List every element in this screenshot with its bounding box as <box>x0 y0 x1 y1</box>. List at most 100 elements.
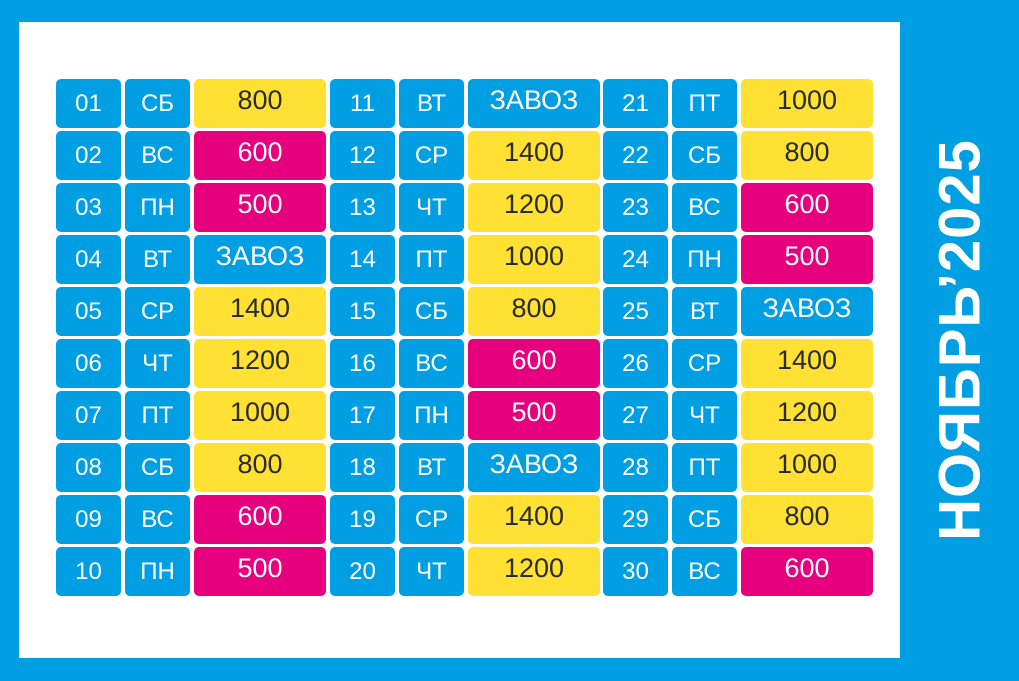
day-number: 17 <box>330 391 395 440</box>
day-value: 1000 <box>194 391 326 440</box>
day-value: 800 <box>194 443 326 492</box>
calendar-row: 19 СР 1400 <box>330 495 600 544</box>
calendar-row: 06 ЧТ 1200 <box>56 339 326 388</box>
month-title: НОЯБРЬ’2025 <box>927 139 992 541</box>
day-number: 08 <box>56 443 121 492</box>
day-number: 23 <box>603 183 668 232</box>
calendar-row: 08 СБ 800 <box>56 443 326 492</box>
calendar-row: 05 СР 1400 <box>56 287 326 336</box>
weekday: ПН <box>399 391 464 440</box>
calendar-row: 09 ВС 600 <box>56 495 326 544</box>
weekday: СР <box>125 287 190 336</box>
day-value: 800 <box>468 287 600 336</box>
calendar-row: 18 ВТ ЗАВОЗ <box>330 443 600 492</box>
day-number: 13 <box>330 183 395 232</box>
calendar-row: 02 ВС 600 <box>56 131 326 180</box>
calendar-panel: 01 СБ 800 02 ВС 600 03 ПН 500 04 ВТ ЗАВОЗ 05 СР 1400 06… <box>19 22 900 658</box>
calendar-column-3: 21 ПТ 1000 22 СБ 800 23 ВС 600 24 ПН 500 25 ВТ ЗАВОЗ 26… <box>603 79 873 597</box>
calendar-row: 30 ВС 600 <box>603 547 873 596</box>
weekday: ВС <box>672 183 737 232</box>
weekday: ПН <box>125 547 190 596</box>
calendar-row: 11 ВТ ЗАВОЗ <box>330 79 600 128</box>
calendar-row: 22 СБ 800 <box>603 131 873 180</box>
day-value: 500 <box>194 547 326 596</box>
day-value: 800 <box>741 131 873 180</box>
calendar-column-2: 11 ВТ ЗАВОЗ 12 СР 1400 13 ЧТ 1200 14 ПТ 1000 15 СБ 800… <box>330 79 600 597</box>
weekday: ЧТ <box>672 391 737 440</box>
day-number: 25 <box>603 287 668 336</box>
weekday: СБ <box>672 131 737 180</box>
calendar-row: 16 ВС 600 <box>330 339 600 388</box>
day-value: 800 <box>741 495 873 544</box>
day-number: 06 <box>56 339 121 388</box>
calendar-column-1: 01 СБ 800 02 ВС 600 03 ПН 500 04 ВТ ЗАВОЗ 05 СР 1400 06… <box>56 79 326 597</box>
day-value: 500 <box>194 183 326 232</box>
day-value: ЗАВОЗ <box>741 287 873 336</box>
calendar-row: 17 ПН 500 <box>330 391 600 440</box>
day-number: 07 <box>56 391 121 440</box>
weekday: СБ <box>125 79 190 128</box>
day-number: 04 <box>56 235 121 284</box>
day-value: 600 <box>194 495 326 544</box>
weekday: ПТ <box>399 235 464 284</box>
weekday: ПТ <box>125 391 190 440</box>
day-number: 05 <box>56 287 121 336</box>
day-value: 500 <box>468 391 600 440</box>
day-number: 02 <box>56 131 121 180</box>
day-number: 22 <box>603 131 668 180</box>
weekday: СБ <box>125 443 190 492</box>
calendar-row: 25 ВТ ЗАВОЗ <box>603 287 873 336</box>
day-value: 600 <box>741 183 873 232</box>
calendar-row: 13 ЧТ 1200 <box>330 183 600 232</box>
day-number: 01 <box>56 79 121 128</box>
day-number: 18 <box>330 443 395 492</box>
day-value: 1000 <box>468 235 600 284</box>
title-strip: НОЯБРЬ’2025 <box>900 0 1019 681</box>
day-value: 1200 <box>468 183 600 232</box>
day-value: 1000 <box>741 443 873 492</box>
day-value: 1200 <box>194 339 326 388</box>
weekday: ВТ <box>125 235 190 284</box>
calendar-row: 29 СБ 800 <box>603 495 873 544</box>
weekday: ПН <box>125 183 190 232</box>
weekday: ЧТ <box>125 339 190 388</box>
day-number: 10 <box>56 547 121 596</box>
weekday: ВТ <box>399 79 464 128</box>
day-number: 16 <box>330 339 395 388</box>
day-value: 1400 <box>468 495 600 544</box>
day-value: 1400 <box>468 131 600 180</box>
weekday: ВС <box>399 339 464 388</box>
weekday: ЧТ <box>399 183 464 232</box>
calendar-row: 03 ПН 500 <box>56 183 326 232</box>
calendar-row: 24 ПН 500 <box>603 235 873 284</box>
weekday: ВТ <box>672 287 737 336</box>
calendar-grid: 01 СБ 800 02 ВС 600 03 ПН 500 04 ВТ ЗАВОЗ 05 СР 1400 06… <box>56 79 874 597</box>
weekday: СР <box>672 339 737 388</box>
day-number: 11 <box>330 79 395 128</box>
day-value: ЗАВОЗ <box>194 235 326 284</box>
calendar-row: 23 ВС 600 <box>603 183 873 232</box>
day-number: 21 <box>603 79 668 128</box>
day-number: 27 <box>603 391 668 440</box>
weekday: СБ <box>672 495 737 544</box>
day-value: 800 <box>194 79 326 128</box>
day-number: 03 <box>56 183 121 232</box>
weekday: СР <box>399 131 464 180</box>
calendar-row: 07 ПТ 1000 <box>56 391 326 440</box>
calendar-row: 14 ПТ 1000 <box>330 235 600 284</box>
weekday: СБ <box>399 287 464 336</box>
day-number: 12 <box>330 131 395 180</box>
day-value: 1200 <box>468 547 600 596</box>
day-value: 600 <box>194 131 326 180</box>
weekday: ЧТ <box>399 547 464 596</box>
calendar-row: 15 СБ 800 <box>330 287 600 336</box>
day-value: 1400 <box>741 339 873 388</box>
day-value: ЗАВОЗ <box>468 79 600 128</box>
weekday: ПТ <box>672 443 737 492</box>
day-number: 30 <box>603 547 668 596</box>
day-value: 1200 <box>741 391 873 440</box>
weekday: ПН <box>672 235 737 284</box>
day-value: 600 <box>741 547 873 596</box>
weekday: ВС <box>125 495 190 544</box>
calendar-row: 01 СБ 800 <box>56 79 326 128</box>
